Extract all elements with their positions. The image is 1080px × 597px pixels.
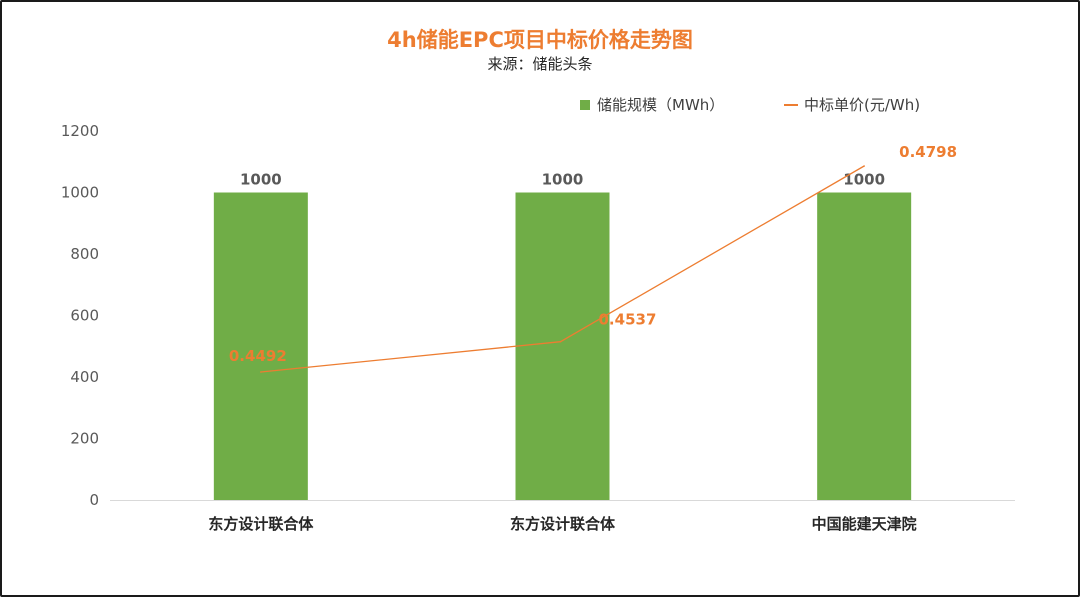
y-tick-label: 800 <box>70 245 99 263</box>
bar <box>817 192 912 500</box>
price-point <box>863 165 865 167</box>
legend-bar-swatch <box>580 99 590 110</box>
y-tick-label: 1000 <box>61 184 99 202</box>
y-tick-label: 200 <box>70 430 99 448</box>
y-tick-label: 400 <box>70 368 99 386</box>
bar-data-label: 1000 <box>843 171 885 189</box>
bar <box>515 192 610 500</box>
legend-label-price: 中标单价(元/Wh) <box>804 96 921 114</box>
price-data-label: 0.4537 <box>599 311 657 329</box>
y-tick-label: 1200 <box>61 122 99 140</box>
y-tick-label: 600 <box>70 307 99 325</box>
legend-item-scale: 储能规模（MWh） <box>580 94 724 115</box>
legend-line-swatch <box>784 103 798 106</box>
y-tick-label: 0 <box>89 491 99 509</box>
bar-data-label: 1000 <box>542 171 584 189</box>
price-data-label: 0.4492 <box>229 347 287 365</box>
bar-data-label: 1000 <box>240 171 282 189</box>
legend-label-scale: 储能规模（MWh） <box>597 96 725 114</box>
bar <box>213 192 308 500</box>
chart-title: 4h储能EPC项目中标价格走势图 <box>387 28 693 52</box>
chart-subtitle: 来源：储能头条 <box>487 55 593 73</box>
x-category-label: 东方设计联合体 <box>510 515 616 533</box>
price-point <box>559 340 562 343</box>
legend-item-price: 中标单价(元/Wh) <box>784 94 920 115</box>
x-category-label: 中国能建天津院 <box>812 515 917 533</box>
price-point <box>260 371 262 373</box>
price-data-label: 0.4798 <box>899 143 957 161</box>
x-category-label: 东方设计联合体 <box>208 515 314 533</box>
